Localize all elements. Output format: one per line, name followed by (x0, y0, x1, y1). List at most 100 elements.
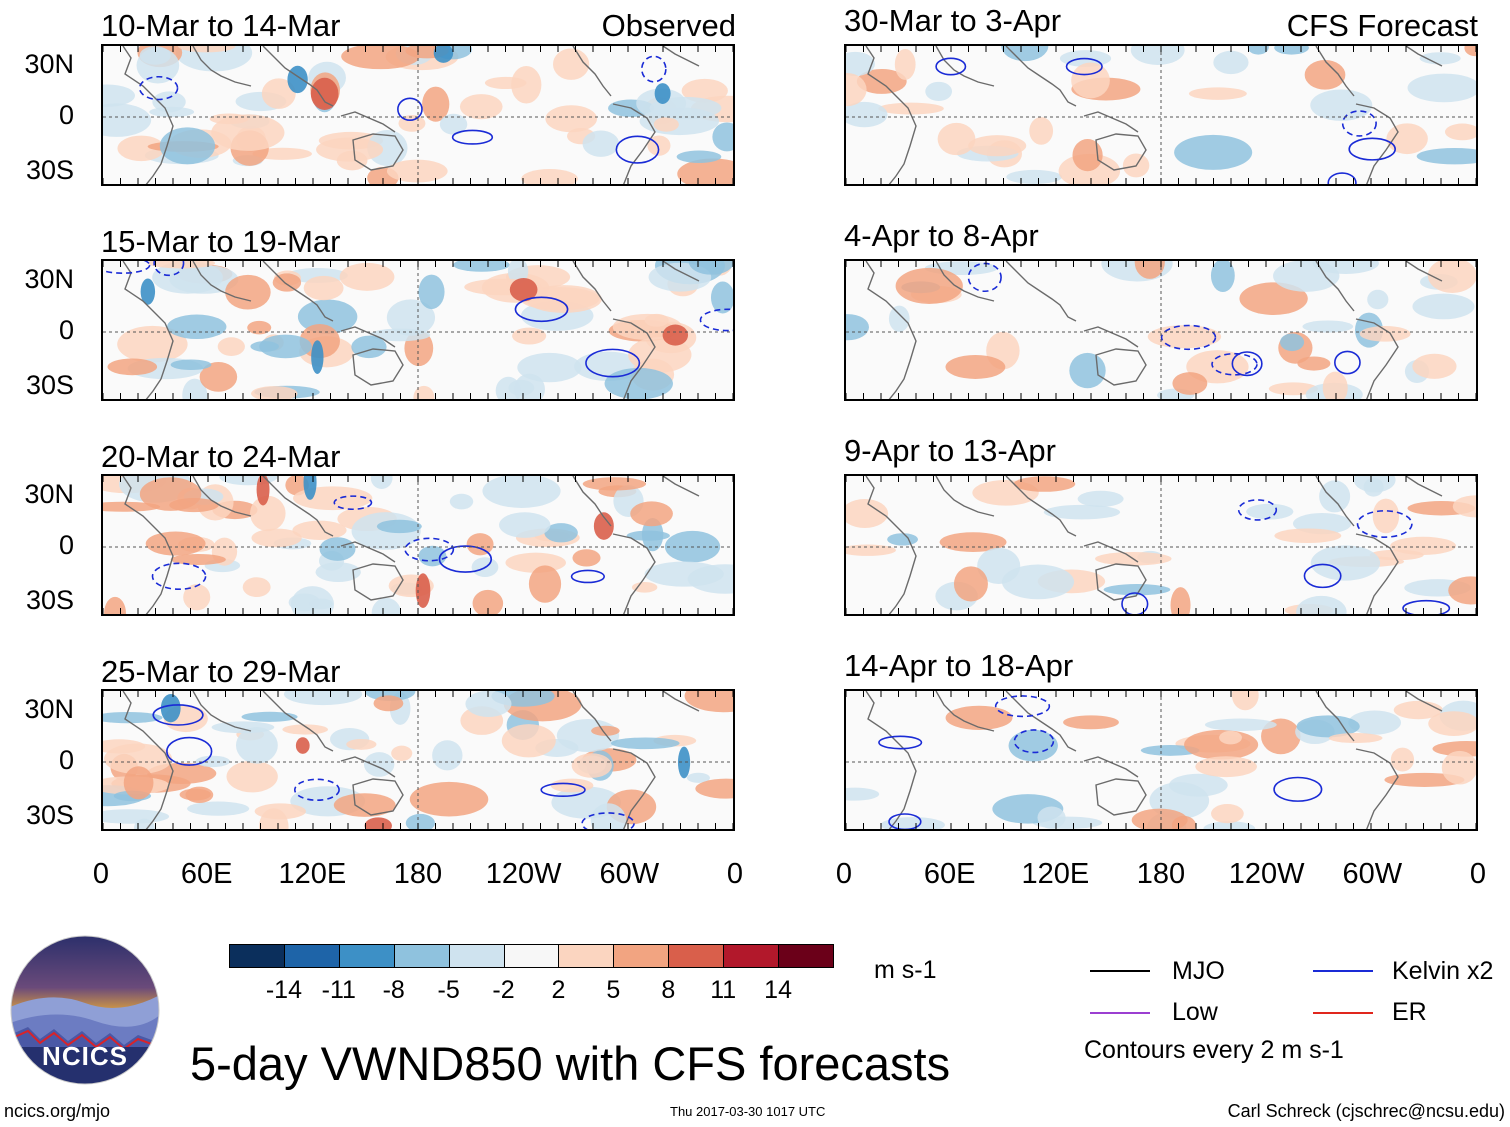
anomaly-blob (152, 91, 186, 113)
anomaly-blob (179, 788, 211, 801)
coastline (1095, 348, 1147, 386)
anomaly-blob (259, 334, 312, 359)
main-title: 5-day VWND850 with CFS forecasts (190, 1037, 951, 1090)
colorbar: -14 -11 -8 -5 -2 2 5 8 11 14 (229, 944, 834, 1014)
anomaly-blob (1213, 50, 1249, 75)
anomaly-blob (391, 745, 413, 761)
lat-0-4: 0 (58, 745, 74, 775)
ncics-logo-graphic (10, 935, 160, 1085)
colorbar-tick-label: -14 (265, 976, 302, 1004)
coastline (1083, 326, 1139, 348)
lon-tick-label: 60W (1342, 858, 1403, 890)
colorbar-swatch (668, 944, 725, 968)
kelvin-contour (1327, 172, 1357, 184)
anomaly-blob (169, 498, 219, 513)
anomaly-blob (1441, 750, 1476, 785)
anomaly-blob (582, 130, 620, 157)
anomaly-blob (182, 378, 208, 399)
site-url[interactable]: ncics.org/mjo (4, 1101, 111, 1121)
kelvin-contour (585, 348, 641, 378)
anomaly-blob (376, 519, 422, 534)
anomaly-core (256, 476, 270, 506)
anomaly-blob (195, 755, 230, 768)
kelvin-contour (1402, 599, 1451, 614)
colorbar-tick-label: 14 (764, 976, 792, 1004)
kelvin-contour (1237, 499, 1278, 521)
anomaly-blob (1247, 46, 1269, 55)
anomaly-blob (1416, 148, 1476, 165)
colorbar-swatch (778, 944, 834, 968)
anomaly-blob (953, 566, 988, 602)
colorbar-swatch (338, 944, 395, 968)
anomaly-blob (945, 354, 1006, 379)
anomaly-blob (676, 150, 722, 163)
anomaly-blob (386, 299, 436, 336)
map-panel-fc-4 (844, 689, 1478, 831)
anomaly-blob (517, 352, 582, 383)
kelvin-contour (293, 778, 340, 802)
anomaly-blob (333, 793, 396, 817)
colorbar-tick-label: -11 (321, 976, 356, 1004)
anomaly-blob (1219, 730, 1242, 745)
coastline (865, 476, 917, 614)
lon-tick-label: 0 (835, 858, 853, 890)
anomaly-blob (346, 738, 377, 750)
lon-tick-label: 0 (726, 858, 744, 890)
kelvin-contour (333, 495, 373, 511)
anomaly-blob (1210, 261, 1235, 293)
anomaly-blob (712, 122, 733, 152)
anomaly-blob (499, 512, 551, 538)
lat-30n-1: 30N (24, 49, 74, 79)
anomaly-blob (282, 724, 329, 735)
anomaly-blob (1444, 123, 1476, 141)
legend-label-er: ER (1392, 998, 1427, 1026)
panel-title-obs-1: 10-Mar to 14-Mar (101, 8, 341, 43)
anomaly-blob (117, 135, 165, 162)
contour-note: Contours every 2 m s-1 (1084, 1036, 1344, 1064)
kelvin-contour (878, 735, 923, 750)
anomaly-blob (386, 159, 448, 183)
anomaly-blob (283, 691, 363, 706)
anomaly-blob (495, 376, 522, 399)
legend-line-mjo (1090, 970, 1150, 972)
colorbar-swatch (448, 944, 505, 968)
kelvin-contour (570, 569, 605, 584)
lat-30n-4: 30N (24, 694, 74, 724)
anomaly-core (593, 512, 614, 540)
anomaly-blob (1372, 498, 1400, 534)
coastline (612, 318, 656, 399)
anomaly-blob (1348, 710, 1401, 735)
anomaly-blob (887, 533, 918, 546)
kelvin-contour (1160, 324, 1217, 351)
anomaly-blob (1071, 62, 1110, 99)
anomaly-blob (1077, 490, 1124, 508)
map-panel-fc-1 (844, 44, 1478, 186)
lon-tick-label: 60E (923, 858, 976, 890)
lon-tick-label: 120W (485, 858, 562, 890)
anomaly-blob (846, 314, 869, 341)
anomaly-blob (364, 752, 395, 777)
coastline (865, 46, 917, 184)
coastline (192, 46, 252, 87)
anomaly-blob (1037, 806, 1066, 829)
coastline (1355, 318, 1399, 399)
lon-tick-label: 120W (1228, 858, 1305, 890)
anomaly-blob (242, 577, 271, 598)
map-panel-obs-1 (101, 44, 735, 186)
anomaly-blob (1363, 477, 1384, 497)
legend-line-low (1090, 1012, 1150, 1014)
kelvin-contour (699, 308, 733, 332)
coastline (352, 133, 404, 171)
anomaly-blob (1412, 293, 1475, 320)
anomaly-core (433, 46, 454, 63)
anomaly-blob (610, 737, 680, 750)
coastline (122, 46, 174, 184)
anomaly-blob (1319, 480, 1351, 513)
anomaly-blob (1130, 46, 1185, 65)
anomaly-blob (183, 584, 211, 611)
lat-30s-4: 30S (25, 800, 74, 830)
anomaly-blob (512, 327, 547, 345)
coastline (935, 476, 995, 517)
anomaly-blob (1280, 333, 1305, 352)
lat-30s-3: 30S (25, 585, 74, 615)
